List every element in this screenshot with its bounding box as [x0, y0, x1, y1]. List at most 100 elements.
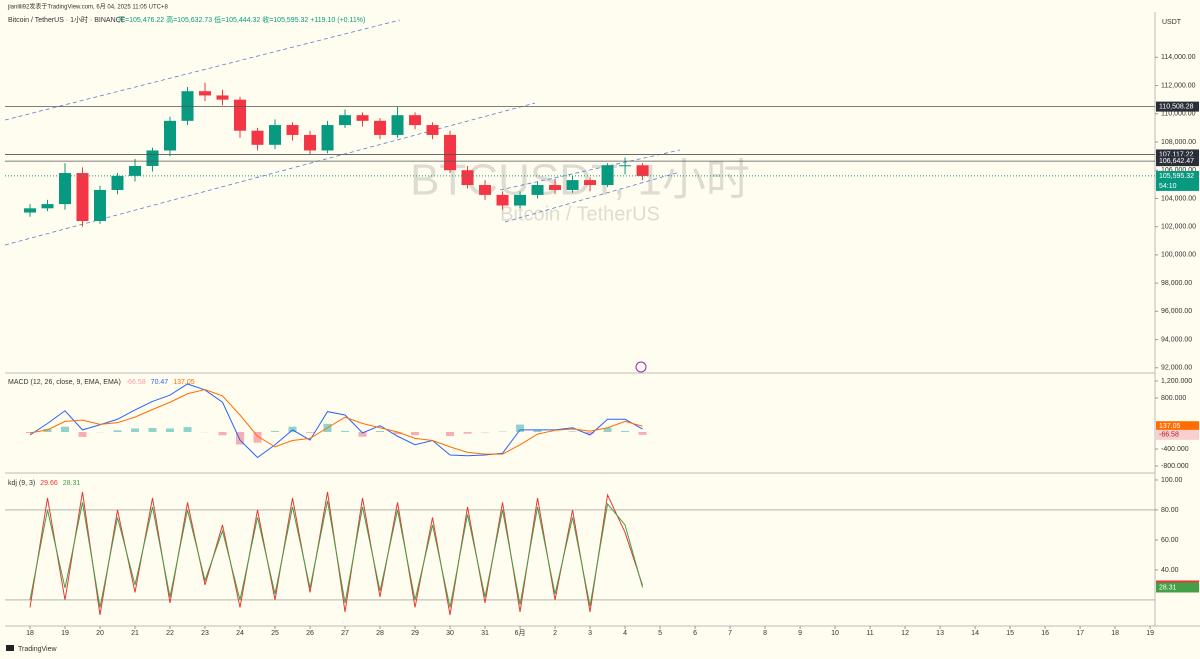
- candle-body: [269, 125, 282, 145]
- y-tick-label: 112,000.00: [1161, 82, 1196, 89]
- histogram-bar: [148, 427, 157, 433]
- candle-body: [234, 99, 247, 131]
- y-tick-label: 40.00: [1161, 567, 1179, 574]
- panel-value: -66.58: [126, 379, 146, 386]
- histogram-bar: [113, 430, 122, 433]
- ohlc: 开=105,476.22 高=105,632.73 低=105,444.32 收…: [118, 15, 365, 24]
- candle-body: [286, 125, 299, 135]
- candle-body: [444, 134, 457, 171]
- x-tick-label: 23: [201, 630, 209, 637]
- candle-body: [181, 91, 194, 121]
- x-tick-label: 5: [658, 630, 662, 637]
- x-tick-label: 4: [623, 630, 627, 637]
- y-tick-label: 92,000.00: [1161, 365, 1192, 372]
- x-tick-label: 6月: [515, 629, 526, 637]
- histogram-bar: [236, 432, 245, 445]
- brand: TradingView: [18, 646, 57, 653]
- candle-body: [479, 185, 492, 195]
- axis-label-box: [1156, 429, 1199, 440]
- x-tick-label: 27: [341, 630, 349, 637]
- axis-label: 28.31: [1159, 584, 1177, 591]
- histogram-bar: [376, 430, 385, 433]
- x-tick-label: 21: [131, 630, 139, 637]
- candle-body: [304, 134, 317, 151]
- x-tick-label: 16: [1041, 630, 1049, 637]
- x-tick-label: 17: [1076, 630, 1084, 637]
- x-tick-label: 13: [936, 630, 944, 637]
- x-tick-label: 11: [866, 630, 873, 637]
- y-tick-label: -400.000: [1161, 446, 1189, 453]
- candle-body: [23, 208, 36, 213]
- candle-body: [391, 115, 404, 135]
- axis-label: 110,508.28: [1159, 103, 1194, 110]
- y-tick-label: 100.00: [1161, 477, 1183, 484]
- event-icon[interactable]: [635, 361, 647, 373]
- histogram-bar: [306, 432, 315, 433]
- candle-body: [514, 194, 527, 206]
- histogram-bar: [621, 430, 630, 433]
- candle-body: [584, 180, 597, 186]
- histogram-bar: [393, 432, 402, 435]
- axis-label: -66.58: [1159, 432, 1179, 439]
- histogram-bar: [463, 432, 472, 434]
- series-line: [29, 383, 643, 459]
- histogram-bar: [43, 428, 52, 433]
- histogram-bar: [218, 432, 227, 436]
- currency: USDT: [1162, 19, 1182, 26]
- x-tick-label: 9: [798, 630, 802, 637]
- axis-label: 106,642.47: [1159, 158, 1194, 165]
- histogram-bar: [516, 424, 525, 433]
- x-tick-label: 24: [236, 630, 244, 637]
- y-tick-label: 1,200.000: [1161, 378, 1192, 385]
- axis-label-box: [1156, 582, 1199, 593]
- x-tick-label: 19: [61, 630, 69, 637]
- candle-body: [566, 180, 579, 190]
- candle-body: [93, 189, 106, 222]
- candle-body: [409, 115, 422, 126]
- x-tick-label: 28: [376, 630, 384, 637]
- x-tick-label: 18: [1111, 630, 1119, 637]
- x-tick-label: 22: [166, 630, 174, 637]
- symbol: Bitcoin / TetherUS · 1小时 · BINANCE: [8, 15, 126, 24]
- candle-body: [619, 165, 632, 167]
- x-tick-label: 3: [588, 630, 592, 637]
- histogram-bar: [568, 431, 577, 433]
- histogram-bar: [78, 432, 87, 437]
- countdown: 54:10: [1159, 183, 1177, 190]
- histogram-bar: [586, 432, 595, 434]
- y-tick-label: 106,000.00: [1161, 167, 1196, 174]
- candle-body: [199, 91, 212, 96]
- axis-label-box: [1156, 101, 1199, 112]
- histogram-bar: [271, 430, 280, 433]
- panel-value: 29.66: [40, 480, 58, 487]
- series-line: [29, 388, 643, 455]
- y-tick-label: -800.000: [1161, 463, 1189, 470]
- candle-body: [58, 173, 71, 205]
- x-tick-label: 19: [1146, 630, 1154, 637]
- candle-body: [321, 125, 334, 151]
- candle-body: [531, 185, 544, 195]
- y-tick-label: 800.000: [1161, 395, 1186, 402]
- axis-label: 107,117.22: [1159, 151, 1194, 158]
- histogram-bar: [183, 427, 192, 433]
- histogram-bar: [60, 426, 69, 433]
- candle-body: [339, 115, 352, 126]
- y-tick-label: 100,000.00: [1161, 252, 1196, 259]
- panel-value: 137.05: [173, 379, 195, 386]
- candle-body: [636, 165, 649, 176]
- panel-title: MACD (12, 26, close, 9, EMA, EMA): [8, 379, 121, 386]
- candle-body: [76, 173, 89, 222]
- y-tick-label: 114,000.00: [1161, 54, 1196, 61]
- x-tick-label: 6: [693, 630, 697, 637]
- candle-body: [426, 125, 439, 135]
- series-line: [29, 500, 644, 608]
- logo: [6, 645, 14, 651]
- x-tick-label: 10: [831, 630, 839, 637]
- histogram-bar: [253, 432, 262, 443]
- y-tick-label: 98,000.00: [1161, 280, 1192, 287]
- y-tick-label: 60.00: [1161, 537, 1179, 544]
- y-tick-label: 102,000.00: [1161, 224, 1196, 231]
- histogram-bar: [341, 430, 350, 433]
